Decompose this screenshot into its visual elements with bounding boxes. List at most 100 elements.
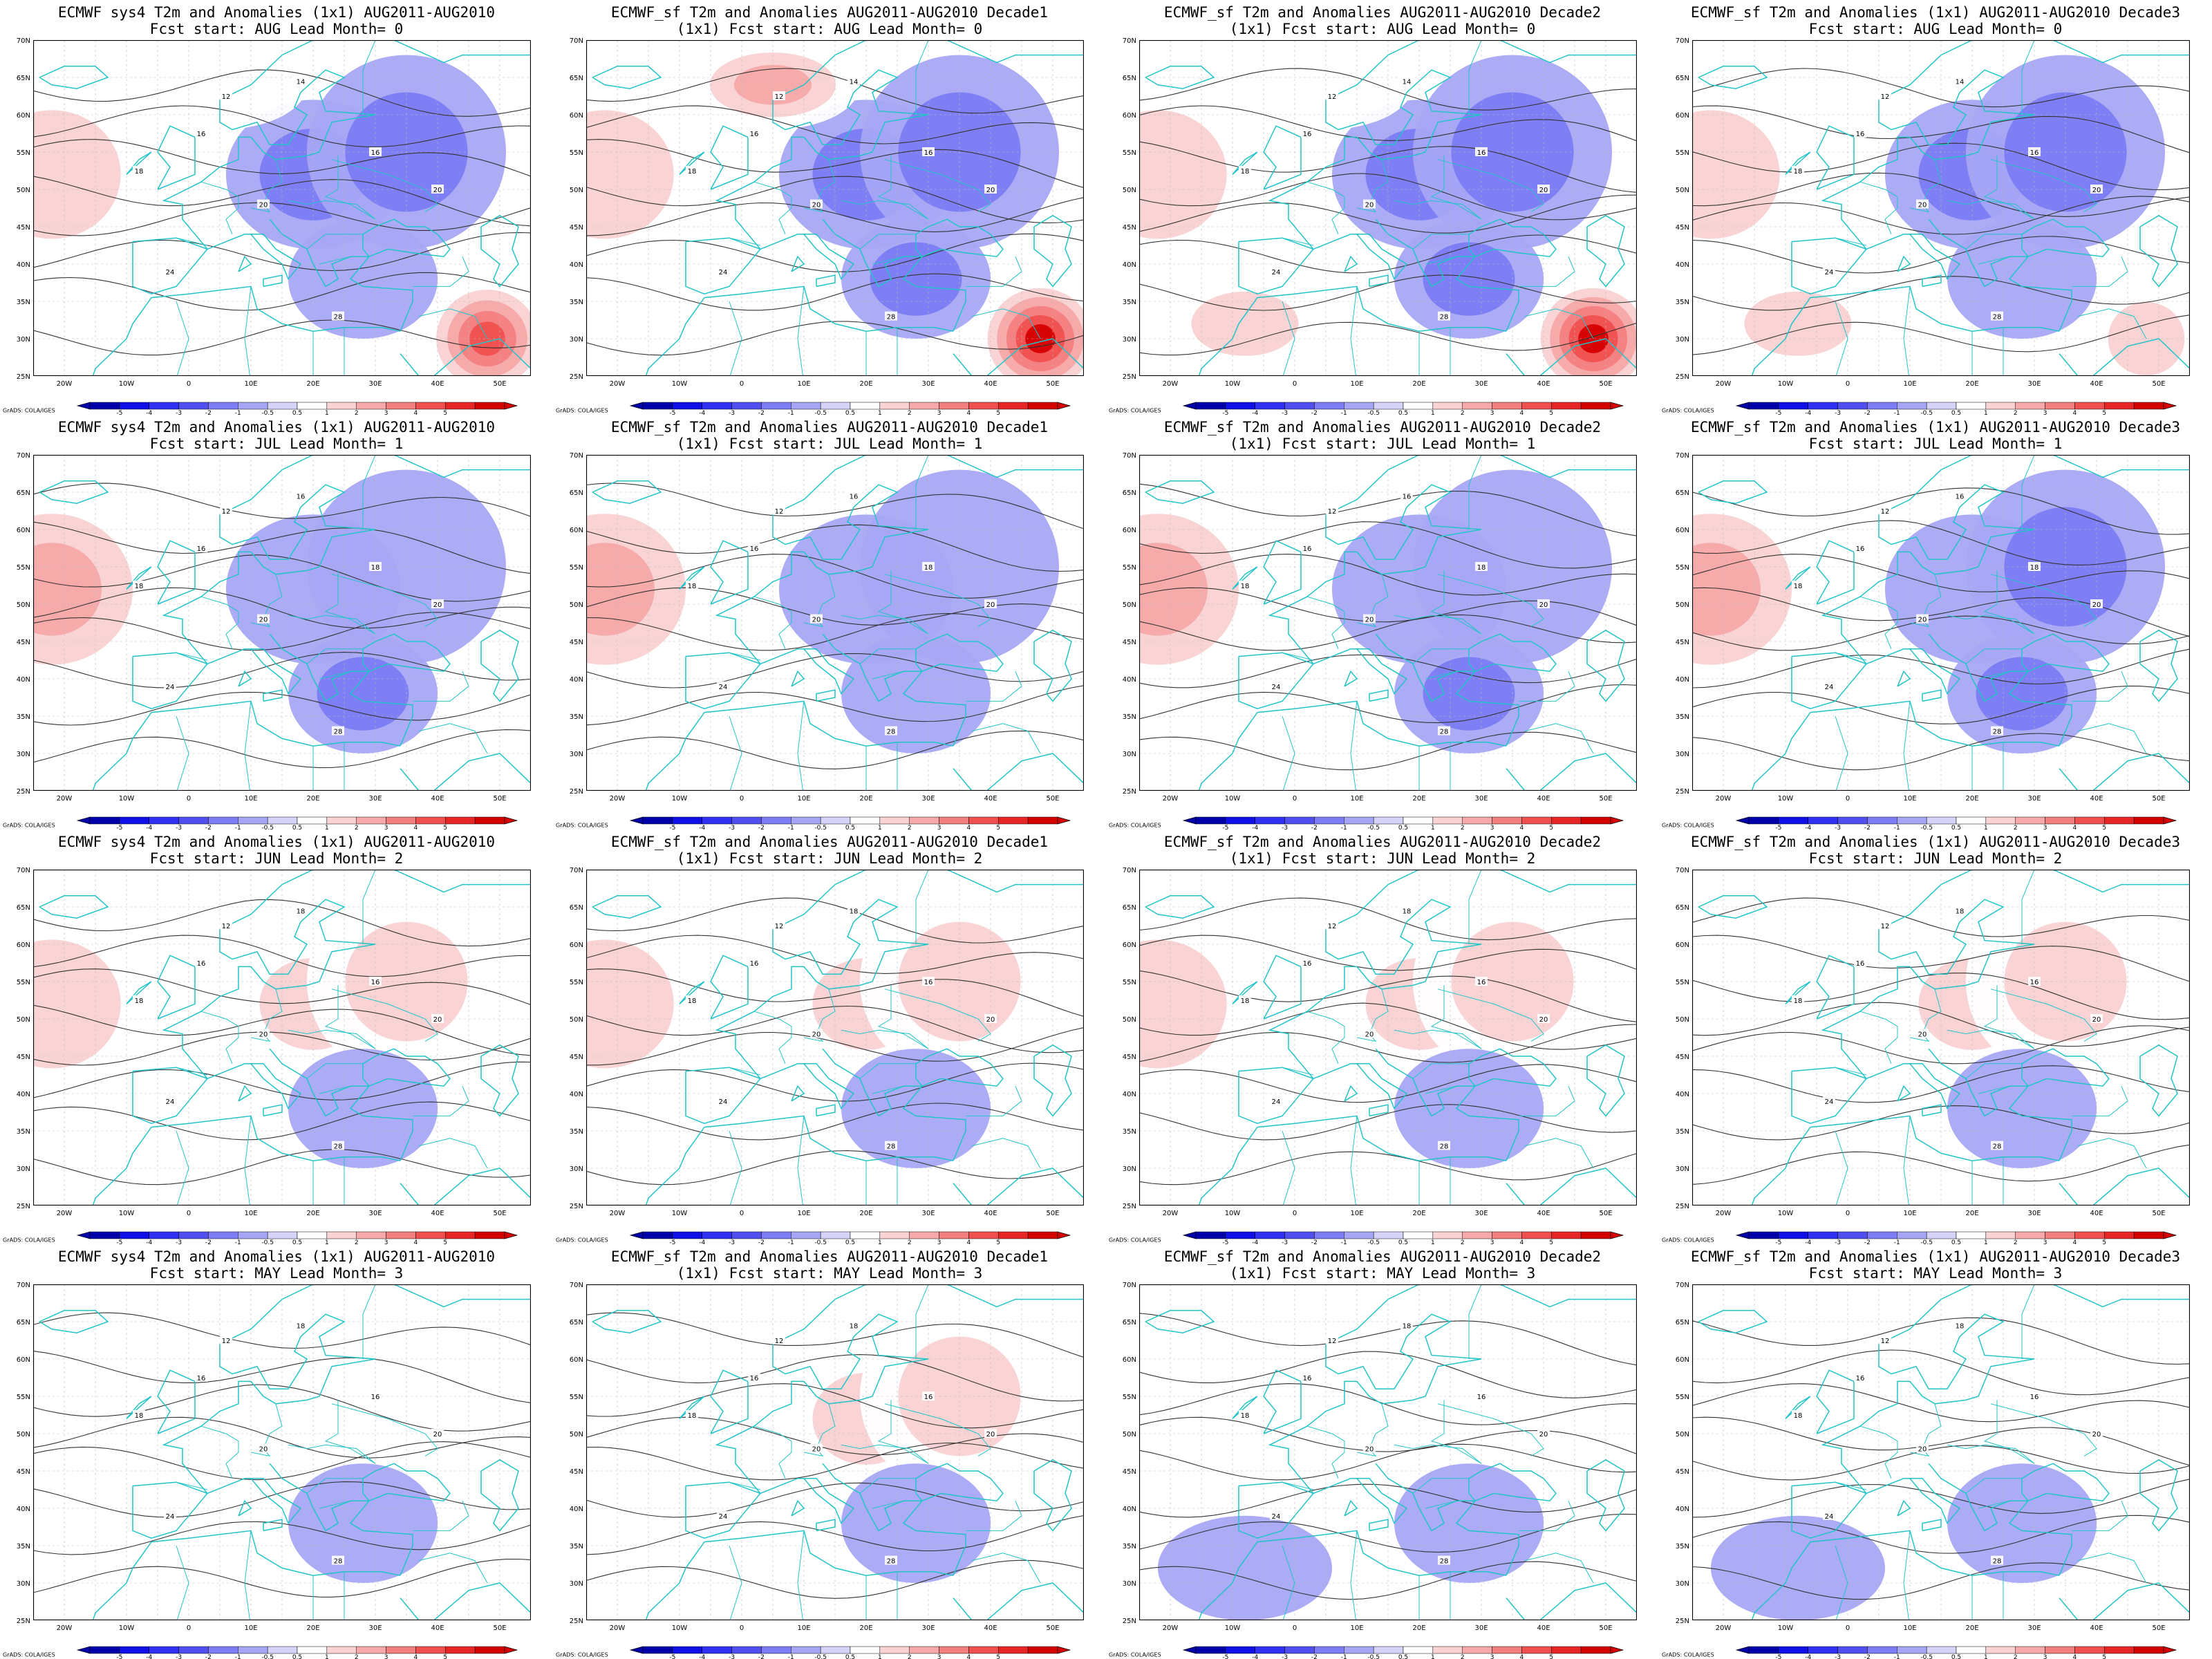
panel-title: ECMWF sys4 T2m and Anomalies (1x1) AUG20…: [57, 1248, 496, 1265]
coastline: [1866, 648, 1961, 695]
colorbar-swatch: [2015, 1231, 2045, 1239]
lat-tick-label: 60N: [570, 941, 583, 949]
colorbar-label: -0.5: [814, 825, 827, 830]
lon-tick-label: 20E: [859, 1210, 872, 1217]
colorbar-label: 0.5: [292, 1239, 302, 1244]
contour-label: 18: [1477, 564, 1486, 572]
panel-subtitle: (1x1) Fcst start: AUG Lead Month= 0: [676, 21, 983, 37]
colorbar-label: 3: [1490, 410, 1494, 415]
contour-label: 16: [1856, 1375, 1865, 1382]
colorbar-label: 0.5: [1951, 1239, 1961, 1244]
coastline: [1821, 40, 2190, 250]
anomaly-map: 12 16 18 20 24 28 14 16 20: [586, 40, 1084, 376]
colorbar-label: 2: [355, 1654, 359, 1659]
lon-tick-label: 50E: [1046, 1210, 1059, 1217]
colorbar-swatch: [909, 1231, 939, 1239]
country-border: [1983, 1400, 2035, 1464]
country-border: [1468, 870, 1482, 944]
contour-label: 20: [259, 202, 268, 209]
country-border: [1430, 985, 1482, 1049]
grads-credit: GrADS: COLA/IGES: [3, 823, 55, 829]
colorbar-swatch: [326, 1231, 357, 1239]
colorbar-label: -1: [788, 1654, 794, 1659]
colorbar-swatch: [791, 1646, 821, 1654]
contour-label: 18: [297, 908, 306, 915]
contour-label: 16: [750, 1375, 759, 1382]
colorbar-label: 4: [414, 410, 418, 415]
country-border: [1425, 1085, 1457, 1094]
country-border: [729, 301, 742, 376]
lat-tick-label: 30N: [17, 751, 30, 758]
colorbar-label: -0.5: [1920, 1654, 1933, 1659]
colorbar-label: -4: [146, 410, 152, 415]
coastline: [132, 652, 209, 709]
lat-tick-label: 40N: [17, 261, 30, 269]
country-border: [1356, 988, 1389, 1042]
temperature-contour: [586, 197, 1084, 236]
colorbar-swatch: [1284, 816, 1315, 825]
anomaly-region: [1531, 1108, 1637, 1206]
anomaly-region: [288, 219, 438, 339]
contour-label: 16: [750, 131, 759, 138]
coastline: [39, 1310, 109, 1333]
colorbar-swatch: [1344, 816, 1374, 825]
country-border: [1425, 1500, 1457, 1509]
temperature-contour: [33, 1351, 531, 1403]
temperature-contour: [586, 730, 1084, 769]
lat-tick-label: 70N: [1123, 452, 1136, 460]
anomaly-region: [1711, 1515, 1885, 1620]
country-border: [1282, 1130, 1295, 1206]
anomaly-map: 12 16 18 20 24 28 14 16 20: [1692, 40, 2190, 376]
coastline: [263, 274, 283, 288]
contour-label: 28: [1993, 1143, 2002, 1151]
colorbar-label: -4: [1805, 1239, 1811, 1244]
country-border: [1519, 1086, 1575, 1116]
lat-tick-label: 45N: [17, 1468, 30, 1476]
lat-tick-label: 45N: [17, 639, 30, 646]
colorbar-swatch: [1195, 816, 1226, 825]
lon-tick-label: 30E: [921, 380, 935, 388]
country-border: [1282, 1545, 1295, 1620]
coastline: [1928, 1463, 2072, 1576]
lat-tick-label: 70N: [17, 37, 30, 45]
temperature-contour: [33, 729, 531, 769]
temperature-contour: [586, 1383, 1084, 1429]
anomaly-region: [52, 271, 226, 376]
contour-label: 16: [297, 493, 306, 500]
colorbar-swatch: [119, 1231, 149, 1239]
country-border: [362, 40, 376, 115]
temperature-contour: [1692, 68, 2190, 108]
lon-tick-label: 10W: [1778, 1624, 1794, 1632]
contour-label: 16: [1303, 1375, 1312, 1382]
lon-tick-label: 10E: [1903, 1624, 1916, 1632]
lon-tick-label: 50E: [1046, 1624, 1059, 1632]
country-border: [306, 1063, 363, 1079]
colorbar-swatch: [386, 402, 416, 410]
colorbar-label: -3: [1282, 825, 1288, 830]
lat-tick-label: 30N: [17, 336, 30, 344]
colorbar-swatch: [2015, 1646, 2045, 1654]
country-border: [1412, 1063, 1469, 1079]
lat-tick-label: 70N: [1123, 1282, 1136, 1289]
coastline: [162, 455, 531, 664]
colorbar-label: 4: [967, 1239, 971, 1244]
coastline: [1369, 1519, 1389, 1532]
lat-tick-label: 35N: [570, 1128, 583, 1136]
anomaly-region: [1423, 242, 1515, 316]
anomaly-region: [841, 1049, 991, 1168]
colorbar-label: -5: [116, 1654, 122, 1659]
lon-tick-label: 0: [1846, 380, 1850, 388]
lat-tick-label: 70N: [17, 1282, 30, 1289]
coastline: [816, 1104, 836, 1117]
panel-title: ECMWF_sf T2m and Anomalies (1x1) AUG2011…: [1690, 4, 2180, 21]
temperature-contour: [1692, 1416, 2190, 1466]
coastline: [1313, 648, 1408, 695]
lon-tick-label: 30E: [2027, 1624, 2041, 1632]
contour-label: 24: [1825, 1513, 1834, 1521]
colorbar-swatch: [702, 1231, 732, 1239]
colorbar-swatch: [445, 1646, 476, 1654]
colorbar-label: 5: [2102, 1654, 2106, 1659]
country-border: [803, 159, 836, 213]
colorbar-label: -5: [1775, 1239, 1781, 1244]
colorbar-swatch: [642, 816, 673, 825]
